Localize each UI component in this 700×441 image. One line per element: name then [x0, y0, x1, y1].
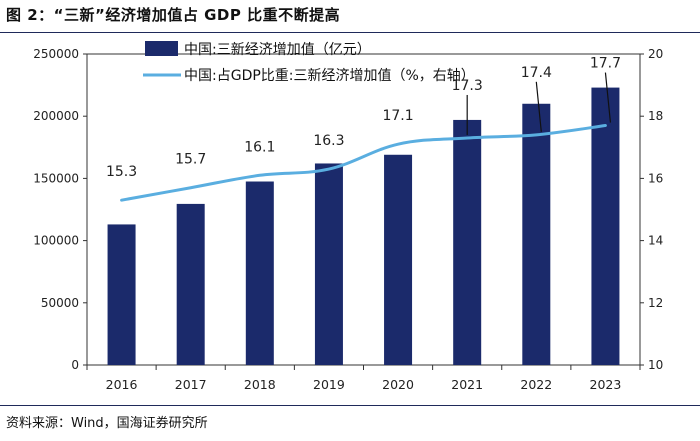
bar-2022 — [522, 103, 551, 365]
bar-2017 — [176, 203, 205, 365]
bar-2016 — [107, 224, 136, 365]
bar-2023 — [591, 87, 620, 365]
bar-2020 — [384, 154, 413, 365]
data-label-2020: 17.1 — [382, 108, 413, 124]
y-left-tick-label: 50000 — [41, 296, 79, 310]
y-left-tick-label: 100000 — [33, 234, 79, 248]
line-series-share — [120, 124, 607, 202]
y-left-tick-label: 0 — [71, 358, 79, 372]
source-note: 资料来源：Wind，国海证券研究所 — [6, 416, 208, 431]
bar-2019 — [314, 163, 343, 365]
title-rule — [0, 32, 700, 33]
data-label-2016: 15.3 — [106, 164, 137, 180]
data-label-leader — [604, 72, 612, 123]
legend-label-line: 中国:占GDP比重:三新经济增加值（%，右轴） — [184, 68, 475, 84]
legend-label-bar: 中国:三新经济增加值（亿元） — [184, 42, 371, 58]
y-right-tick-label: 10 — [648, 358, 663, 372]
y-right-tick-label: 18 — [648, 109, 663, 123]
y-left-tick-label: 250000 — [33, 47, 79, 61]
x-tick-label: 2018 — [244, 377, 276, 392]
data-label-2019: 16.3 — [313, 133, 344, 149]
x-tick-label: 2021 — [451, 377, 483, 392]
x-tick-label: 2017 — [175, 377, 207, 392]
y-left-tick-label: 200000 — [33, 109, 79, 123]
chart-title: 图 2：“三新”经济增加值占 GDP 比重不断提高 — [6, 6, 341, 24]
data-label-2021: 17.3 — [452, 78, 483, 94]
y-right-tick-label: 16 — [648, 171, 663, 185]
bar-2021 — [453, 119, 482, 365]
data-label-2022: 17.4 — [521, 65, 552, 81]
y-left-tick-label: 150000 — [33, 171, 79, 185]
x-tick-label: 2020 — [382, 377, 414, 392]
data-label-leader — [535, 81, 542, 132]
x-tick-label: 2016 — [106, 377, 138, 392]
y-right-tick-label: 20 — [648, 47, 663, 61]
source-rule — [0, 405, 700, 406]
data-label-2023: 17.7 — [590, 56, 621, 72]
x-tick-label: 2022 — [520, 377, 552, 392]
y-right-tick-label: 12 — [648, 296, 663, 310]
x-tick-label: 2023 — [590, 377, 622, 392]
x-tick-label: 2019 — [313, 377, 345, 392]
y-right-tick-label: 14 — [648, 234, 663, 248]
data-label-2018: 16.1 — [244, 139, 275, 155]
data-label-2017: 15.7 — [175, 152, 206, 168]
bar-2018 — [245, 181, 274, 365]
legend-swatch-bar — [145, 41, 178, 56]
plot-frame — [86, 53, 641, 366]
